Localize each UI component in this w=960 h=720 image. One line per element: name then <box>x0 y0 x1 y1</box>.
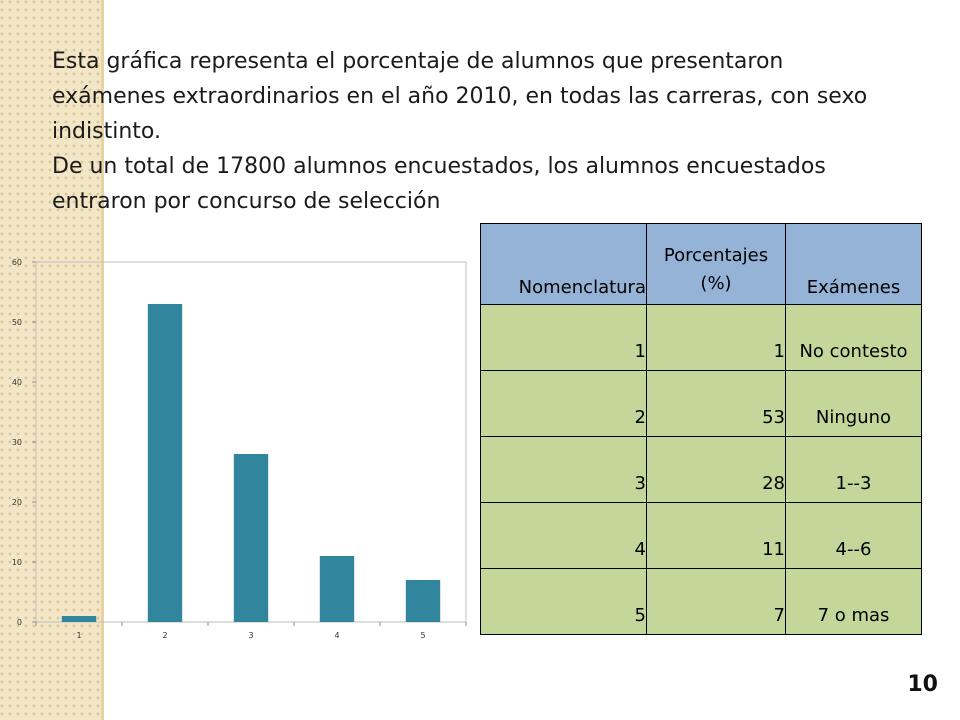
x-tick-label: 5 <box>420 631 425 640</box>
bars-group <box>61 304 441 622</box>
slide-number: 10 <box>907 672 938 697</box>
x-tick-label: 1 <box>76 631 81 640</box>
table-header-row: Nomenclatura Porcentajes (%) Exámenes <box>480 223 922 305</box>
heading-paragraph-2: De un total de 17800 alumnos encuestados… <box>52 154 826 214</box>
cell-nomenclatura: 2 <box>480 370 647 437</box>
cell-examenes: 1--3 <box>785 436 922 503</box>
y-tick-label: 10 <box>12 558 22 567</box>
cell-nomenclatura: 4 <box>480 502 647 569</box>
bar-1 <box>61 616 97 622</box>
cell-examenes: 7 o mas <box>785 568 922 635</box>
table-row: 2 53 Ninguno <box>480 370 922 437</box>
y-tick-label: 30 <box>12 438 22 447</box>
cell-nomenclatura: 1 <box>480 304 647 371</box>
cell-porcentaje: 28 <box>646 436 786 503</box>
y-tick-label: 20 <box>12 498 22 507</box>
header-porcentajes: Porcentajes (%) <box>646 223 786 305</box>
cell-porcentaje: 1 <box>646 304 786 371</box>
bar-2 <box>147 304 183 622</box>
bar-5 <box>405 580 441 622</box>
header-examenes: Exámenes <box>785 223 922 305</box>
x-axis: 1 2 3 4 5 <box>35 622 467 640</box>
data-table: Nomenclatura Porcentajes (%) Exámenes 1 … <box>480 223 922 635</box>
cell-nomenclatura: 5 <box>480 568 647 635</box>
table-row: 3 28 1--3 <box>480 436 922 503</box>
y-tick-label: 0 <box>17 618 22 627</box>
cell-porcentaje: 53 <box>646 370 786 437</box>
slide-heading: Esta gráfica representa el porcentaje de… <box>52 44 902 219</box>
y-tick-label: 60 <box>12 258 22 267</box>
y-tick-label: 50 <box>12 318 22 327</box>
x-tick-label: 4 <box>334 631 339 640</box>
decorative-side-band <box>0 0 104 720</box>
table-row: 5 7 7 o mas <box>480 568 922 635</box>
header-nomenclatura: Nomenclatura <box>480 223 647 305</box>
bar-chart-svg: 0 10 20 30 40 50 60 1 2 3 4 5 <box>12 258 467 640</box>
table-row: 4 11 4--6 <box>480 502 922 569</box>
bar-4 <box>319 556 355 622</box>
y-tick-label: 40 <box>12 378 22 387</box>
heading-paragraph-1: Esta gráfica representa el porcentaje de… <box>52 49 868 144</box>
table-row: 1 1 No contesto <box>480 304 922 371</box>
cell-porcentaje: 7 <box>646 568 786 635</box>
cell-nomenclatura: 3 <box>480 436 647 503</box>
y-axis: 0 10 20 30 40 50 60 <box>12 258 36 627</box>
bar-chart: 0 10 20 30 40 50 60 1 2 3 4 5 <box>0 240 480 660</box>
bar-3 <box>233 454 269 622</box>
x-tick-label: 2 <box>162 631 167 640</box>
x-tick-label: 3 <box>248 631 253 640</box>
cell-examenes: 4--6 <box>785 502 922 569</box>
cell-examenes: Ninguno <box>785 370 922 437</box>
cell-examenes: No contesto <box>785 304 922 371</box>
cell-porcentaje: 11 <box>646 502 786 569</box>
